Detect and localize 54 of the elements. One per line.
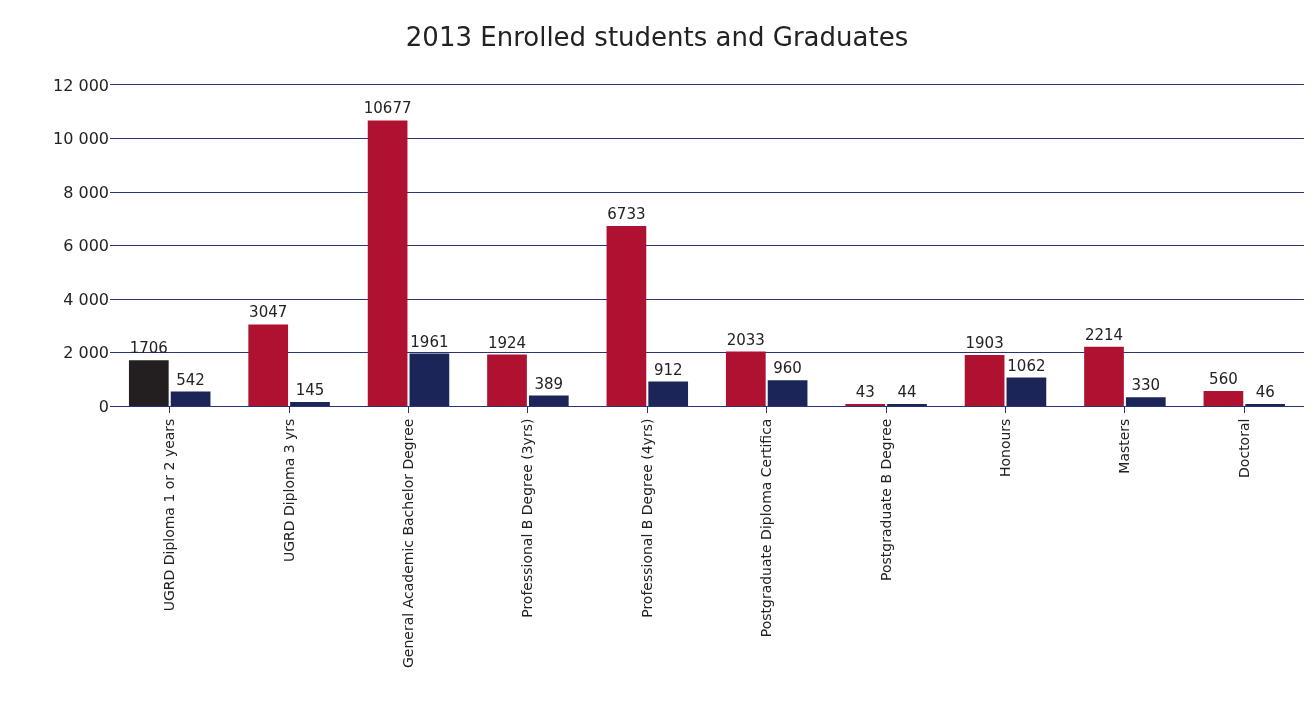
x-tick-label: Professional B Degree (3yrs) (519, 418, 536, 618)
bar (367, 120, 408, 406)
bar (128, 360, 169, 406)
y-tick-label: 10 000 (53, 129, 109, 149)
data-label: 1961 (410, 332, 449, 351)
bar (409, 353, 450, 406)
y-tick-label: 0 (98, 396, 109, 416)
data-label: 330 (1131, 376, 1161, 395)
y-tick-label: 4 000 (63, 289, 109, 309)
chart-title: 2013 Enrolled students and Graduates (405, 22, 909, 53)
data-label: 6733 (607, 204, 646, 223)
x-tick-label: Honours (997, 418, 1014, 478)
data-label: 2214 (1084, 325, 1124, 344)
data-label: 44 (897, 383, 917, 401)
x-tick-label: UGRD Diploma 1 or 2 years (161, 418, 178, 612)
bar (1006, 377, 1047, 406)
data-label: 145 (295, 381, 325, 400)
y-tick-label: 2 000 (63, 343, 109, 363)
x-tick-label: Doctoral (1235, 418, 1252, 478)
bar (964, 355, 1005, 406)
bar (290, 402, 330, 406)
bar (767, 380, 808, 406)
bar (1084, 346, 1124, 406)
bar (648, 381, 689, 406)
data-label: 46 (1255, 383, 1275, 401)
x-tick-label: UGRD Diploma 3 yrs (280, 418, 297, 563)
x-tick-label: Professional B Degree (4yrs) (638, 418, 655, 618)
data-label: 3047 (249, 303, 288, 322)
data-label: 2033 (726, 330, 765, 349)
bar (248, 324, 289, 406)
data-label: 10677 (363, 99, 412, 118)
x-tick-label: Postgraduate Diploma Certifica (758, 418, 775, 638)
bar (1203, 391, 1244, 406)
bar (725, 351, 766, 406)
bar (528, 395, 569, 406)
data-label: 542 (176, 370, 205, 389)
bar (487, 354, 527, 406)
data-label: 560 (1209, 370, 1238, 389)
x-tick-label: Masters (1116, 418, 1133, 474)
x-tick-label: General Academic Bachelor Degree (400, 418, 417, 668)
data-label: 960 (773, 359, 802, 378)
y-tick-label: 8 000 (63, 182, 109, 202)
data-label: 1924 (487, 333, 527, 352)
data-label: 912 (653, 360, 683, 379)
bar (606, 225, 647, 406)
y-tick-label: 12 000 (53, 75, 109, 95)
data-label: 389 (534, 374, 564, 393)
data-label: 1903 (965, 334, 1004, 353)
data-label: 1062 (1007, 356, 1046, 375)
x-tick-label: Postgraduate B Degree (877, 418, 894, 582)
y-tick-label: 6 000 (63, 236, 109, 256)
bar (1125, 397, 1166, 406)
data-label: 43 (855, 383, 875, 401)
bar (170, 391, 211, 406)
